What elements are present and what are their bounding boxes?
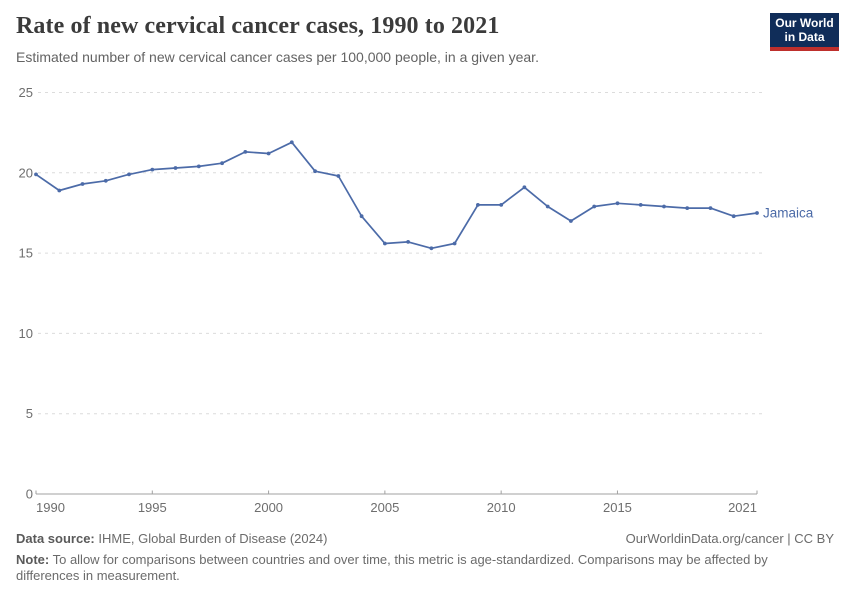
data-point[interactable] bbox=[173, 166, 178, 170]
data-point[interactable] bbox=[755, 211, 759, 215]
data-source: Data source: IHME, Global Burden of Dise… bbox=[16, 531, 327, 546]
y-tick-label: 20 bbox=[19, 165, 33, 180]
data-point[interactable] bbox=[615, 201, 620, 206]
note-text: To allow for comparisons between countri… bbox=[16, 552, 768, 583]
data-point[interactable] bbox=[196, 164, 201, 169]
data-source-text: IHME, Global Burden of Disease (2024) bbox=[94, 531, 328, 546]
owid-logo-line2: in Data bbox=[784, 30, 825, 44]
x-tick-label: 2000 bbox=[254, 500, 283, 515]
data-point[interactable] bbox=[569, 219, 573, 223]
chart-header: Rate of new cervical cancer cases, 1990 … bbox=[16, 13, 756, 65]
data-point[interactable] bbox=[662, 204, 666, 209]
data-point[interactable] bbox=[429, 246, 434, 251]
series-end-label[interactable]: Jamaica bbox=[763, 205, 814, 220]
data-point[interactable] bbox=[359, 214, 364, 219]
data-point[interactable] bbox=[592, 204, 597, 209]
data-line[interactable] bbox=[35, 141, 758, 250]
data-point[interactable] bbox=[708, 206, 713, 210]
y-tick-label: 25 bbox=[19, 85, 33, 100]
data-point[interactable] bbox=[452, 241, 457, 246]
data-point[interactable] bbox=[499, 203, 504, 207]
chart-note: Note: To allow for comparisons between c… bbox=[16, 552, 778, 584]
data-point[interactable] bbox=[731, 214, 736, 219]
x-tick-label: 2005 bbox=[370, 500, 399, 515]
x-tick-label: 2015 bbox=[603, 500, 632, 515]
line-chart[interactable]: 0 5 10 15 20 25 1990 1995 2000 2005 2010 2015 2021 Ja… bbox=[0, 80, 850, 530]
x-tick-label: 2010 bbox=[487, 500, 516, 515]
data-point[interactable] bbox=[34, 172, 38, 177]
data-point[interactable] bbox=[383, 241, 387, 246]
data-point[interactable] bbox=[336, 174, 341, 178]
data-point[interactable] bbox=[127, 172, 131, 177]
x-tick-label: 2021 bbox=[728, 500, 757, 515]
y-tick-label: 5 bbox=[26, 406, 33, 421]
data-point[interactable] bbox=[220, 161, 225, 166]
data-point[interactable] bbox=[57, 188, 62, 193]
rights-attribution: OurWorldinData.org/cancer | CC BY bbox=[625, 531, 834, 546]
data-point[interactable] bbox=[522, 185, 527, 190]
y-tick-label: 0 bbox=[26, 487, 33, 502]
y-tick-label: 10 bbox=[19, 326, 33, 341]
data-point[interactable] bbox=[80, 182, 85, 186]
data-point[interactable] bbox=[476, 203, 480, 207]
data-point[interactable] bbox=[638, 203, 643, 207]
page-title: Rate of new cervical cancer cases, 1990 … bbox=[16, 13, 500, 39]
x-tick-label: 1995 bbox=[138, 500, 167, 515]
data-point[interactable] bbox=[685, 206, 690, 210]
data-point[interactable] bbox=[289, 140, 294, 145]
owid-logo[interactable]: Our World in Data bbox=[770, 13, 839, 51]
x-tick-label: 1990 bbox=[36, 500, 65, 515]
chart-footer: Data source: IHME, Global Burden of Dise… bbox=[16, 531, 834, 584]
data-point[interactable] bbox=[545, 204, 550, 209]
data-point[interactable] bbox=[313, 169, 317, 174]
owid-logo-line1: Our World bbox=[775, 16, 834, 30]
data-point[interactable] bbox=[243, 150, 248, 154]
note-label: Note: bbox=[16, 552, 50, 567]
data-source-label: Data source: bbox=[16, 531, 95, 546]
data-point[interactable] bbox=[406, 240, 410, 244]
data-point[interactable] bbox=[103, 178, 108, 183]
chart-subtitle: Estimated number of new cervical cancer … bbox=[16, 49, 539, 65]
data-point[interactable] bbox=[150, 167, 155, 172]
data-point[interactable] bbox=[266, 151, 271, 156]
y-tick-label: 15 bbox=[19, 246, 33, 261]
